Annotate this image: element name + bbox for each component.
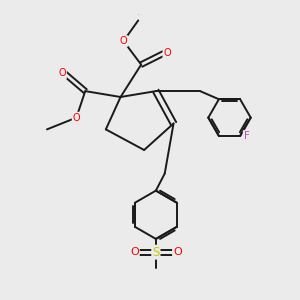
Text: O: O [173,247,182,257]
Text: O: O [73,112,80,123]
Text: O: O [58,68,66,78]
Text: S: S [152,246,160,259]
Text: O: O [130,247,139,257]
Text: F: F [244,131,250,141]
Text: O: O [120,36,127,46]
Text: O: O [163,48,171,58]
Text: O: O [138,14,139,15]
